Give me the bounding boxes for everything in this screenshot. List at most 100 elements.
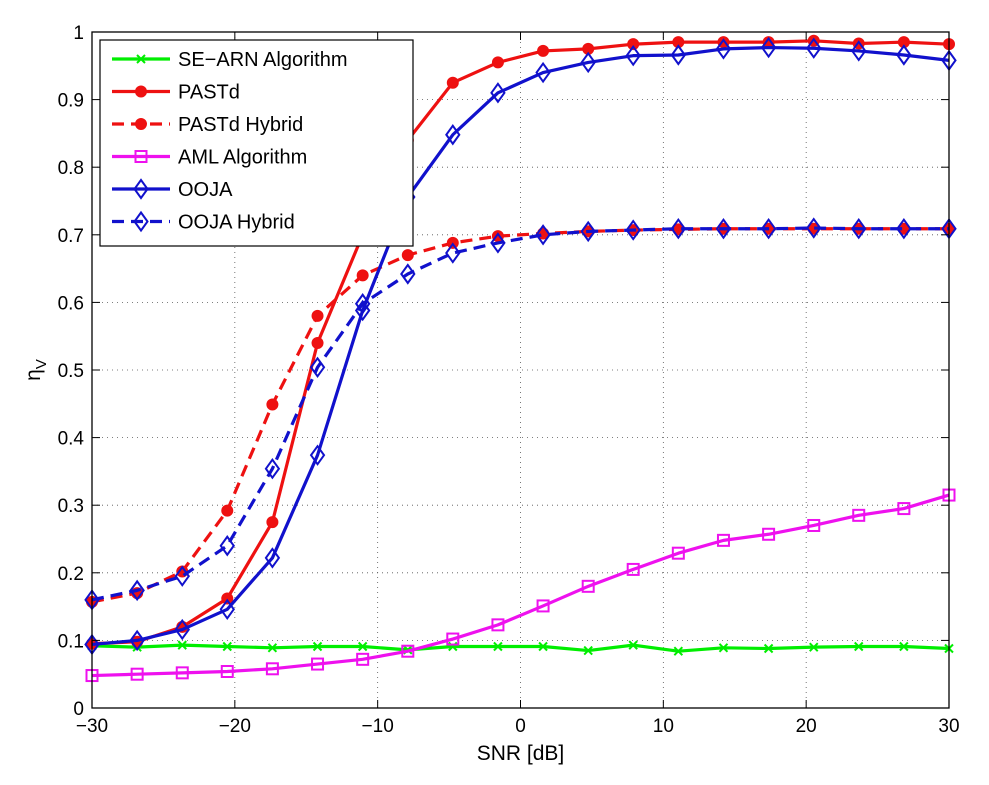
data-point [220, 664, 234, 678]
data-point [854, 641, 864, 652]
data-point [493, 641, 503, 652]
data-point [760, 218, 777, 240]
data-point [490, 82, 506, 104]
data-point [538, 641, 548, 652]
data-point [356, 652, 370, 666]
data-point [670, 218, 687, 240]
data-point [762, 527, 776, 541]
legend-box [99, 39, 414, 247]
x-tick-label: 0 [515, 716, 526, 737]
x-tick-label: −30 [76, 716, 108, 737]
series-se-arn-algorithm [87, 640, 954, 656]
data-point [535, 224, 551, 246]
legend-marker [135, 85, 147, 98]
data-point [311, 657, 325, 671]
data-point [264, 457, 281, 480]
data-point [718, 643, 729, 653]
data-point [219, 535, 235, 557]
x-tick-label: 30 [938, 716, 959, 737]
data-point [491, 56, 504, 69]
data-point [807, 518, 821, 532]
y-tick-label: 0.5 [58, 361, 84, 382]
data-point [760, 36, 777, 59]
data-point [580, 220, 596, 243]
y-tick-label: 0.8 [58, 158, 84, 179]
data-point [581, 579, 595, 593]
legend-marker [134, 150, 148, 163]
data-point [446, 632, 460, 646]
data-point [626, 562, 640, 576]
legend-label: OOJA Hybrid [178, 212, 295, 234]
data-point [309, 356, 326, 379]
data-point [716, 533, 730, 547]
data-point [221, 504, 234, 517]
legend-label: PASTd Hybrid [178, 114, 303, 136]
data-point [715, 38, 732, 60]
x-tick-label: 20 [796, 716, 817, 737]
data-point [673, 646, 684, 656]
data-point [445, 242, 461, 264]
x-tick-label: −20 [219, 716, 251, 737]
y-axis-label: ηV [22, 359, 50, 381]
data-point [446, 76, 459, 89]
data-point [130, 667, 144, 681]
series-pastd-hybrid [86, 222, 955, 608]
data-point [266, 398, 279, 411]
y-axis-label-symbol: η [22, 369, 45, 381]
data-point [309, 444, 326, 466]
series-line [91, 643, 950, 653]
data-point [177, 640, 187, 650]
data-point [899, 641, 909, 652]
data-point [222, 641, 232, 652]
legend-marker [133, 210, 149, 233]
y-tick-label: 0.7 [58, 226, 84, 247]
data-point [267, 643, 278, 653]
data-point [535, 61, 551, 84]
y-axis-label-subscript: V [33, 359, 50, 369]
y-tick-label: 1 [73, 23, 84, 44]
series-line [91, 493, 950, 678]
legend-label: PASTd [178, 82, 240, 104]
data-point [401, 249, 414, 262]
data-point [715, 218, 732, 240]
legend: SE−ARN Algorithm PASTd PASTd Hybrid AML Alg… [99, 39, 414, 247]
data-point [670, 44, 687, 66]
x-tick-label: 10 [653, 716, 674, 737]
legend-label: OOJA [178, 179, 233, 201]
data-point [356, 269, 369, 282]
data-point [627, 38, 640, 51]
data-point [219, 598, 235, 621]
data-point [401, 644, 415, 658]
data-point [129, 579, 145, 602]
data-point [175, 666, 189, 680]
data-point [625, 44, 641, 67]
legend-marker [133, 178, 149, 200]
legend-label: SE−ARN Algorithm [178, 49, 348, 71]
data-point [354, 293, 371, 315]
data-point [852, 508, 866, 522]
y-tick-label: 0.6 [58, 293, 84, 314]
data-point [806, 37, 822, 59]
data-point [174, 565, 191, 587]
y-tick-label: 0.2 [58, 564, 84, 585]
data-point [580, 51, 596, 74]
y-axis-label-text: ηV [22, 359, 50, 381]
data-point [174, 618, 191, 641]
data-point [850, 40, 867, 62]
data-point [266, 516, 279, 529]
data-point [806, 217, 822, 239]
series-line [91, 39, 950, 646]
data-point [221, 592, 234, 605]
data-point [357, 641, 368, 652]
x-tick-label: −10 [362, 716, 394, 737]
data-point [583, 645, 593, 656]
data-point [129, 629, 145, 652]
data-point [896, 44, 912, 66]
data-point [264, 547, 281, 569]
data-point [311, 309, 324, 322]
data-point [311, 336, 324, 349]
legend-label: AML Algorithm [178, 147, 307, 169]
data-point [763, 643, 774, 654]
data-point [897, 502, 911, 516]
